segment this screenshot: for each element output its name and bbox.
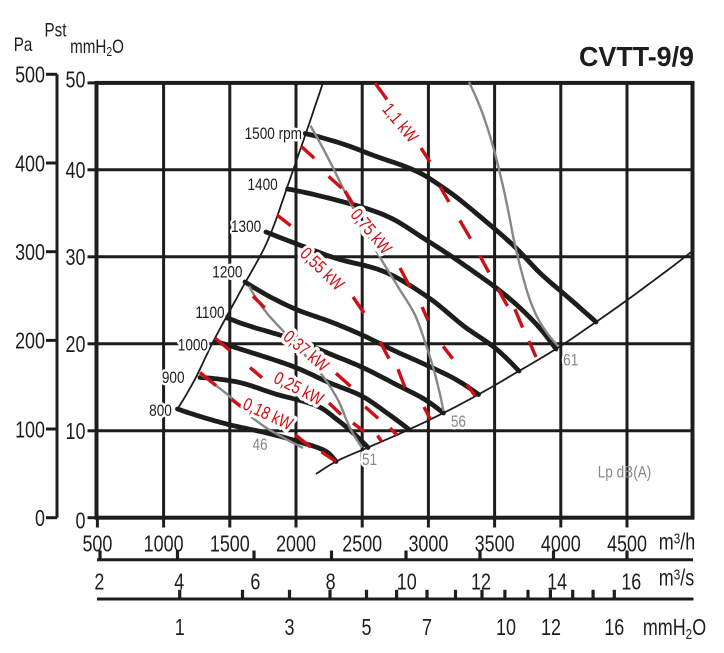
- svg-text:2: 2: [94, 569, 104, 595]
- svg-text:400: 400: [15, 151, 45, 177]
- svg-text:10: 10: [397, 569, 417, 595]
- svg-text:12: 12: [471, 569, 491, 595]
- svg-text:Pa: Pa: [14, 33, 33, 55]
- svg-text:1100: 1100: [195, 304, 224, 323]
- svg-text:500: 500: [15, 63, 45, 89]
- svg-text:40: 40: [66, 158, 86, 184]
- svg-text:500: 500: [82, 531, 112, 557]
- svg-text:20: 20: [66, 332, 86, 358]
- svg-text:3: 3: [285, 615, 295, 641]
- svg-text:1200: 1200: [212, 263, 242, 282]
- svg-text:61: 61: [563, 351, 578, 370]
- svg-text:1300: 1300: [231, 218, 261, 237]
- svg-text:1400: 1400: [247, 176, 277, 195]
- svg-text:7: 7: [422, 615, 432, 641]
- svg-text:4: 4: [174, 569, 184, 595]
- svg-text:46: 46: [252, 436, 267, 455]
- svg-text:Lp dB(A): Lp dB(A): [598, 463, 652, 482]
- svg-text:2000: 2000: [276, 531, 316, 557]
- svg-text:2500: 2500: [342, 531, 382, 557]
- svg-text:10: 10: [496, 615, 516, 641]
- svg-text:3000: 3000: [408, 531, 448, 557]
- svg-text:1500: 1500: [210, 531, 250, 557]
- svg-text:5: 5: [362, 615, 372, 641]
- svg-text:Pst: Pst: [45, 19, 67, 41]
- svg-text:800: 800: [149, 402, 172, 421]
- svg-text:8: 8: [326, 569, 336, 595]
- svg-text:10: 10: [66, 419, 86, 445]
- svg-text:300: 300: [15, 240, 45, 266]
- svg-text:16: 16: [621, 569, 641, 595]
- svg-text:0: 0: [35, 506, 45, 532]
- svg-text:100: 100: [15, 417, 45, 443]
- svg-text:30: 30: [66, 245, 86, 271]
- svg-text:51: 51: [362, 451, 377, 470]
- svg-text:200: 200: [15, 329, 45, 355]
- svg-text:1500 rpm: 1500 rpm: [245, 125, 302, 144]
- svg-text:50: 50: [66, 68, 86, 94]
- svg-text:1000: 1000: [178, 336, 208, 355]
- svg-text:0: 0: [76, 509, 86, 535]
- svg-text:16: 16: [604, 615, 624, 641]
- svg-text:4000: 4000: [541, 531, 581, 557]
- svg-text:900: 900: [162, 369, 185, 388]
- svg-text:CVTT-9/9: CVTT-9/9: [579, 40, 694, 72]
- svg-text:6: 6: [250, 569, 260, 595]
- svg-text:mmH2O: mmH2O: [643, 615, 706, 642]
- svg-text:12: 12: [541, 615, 561, 641]
- svg-text:56: 56: [451, 413, 466, 432]
- svg-text:1: 1: [175, 615, 185, 641]
- svg-text:14: 14: [547, 569, 567, 595]
- svg-text:mmH2O: mmH2O: [70, 35, 124, 59]
